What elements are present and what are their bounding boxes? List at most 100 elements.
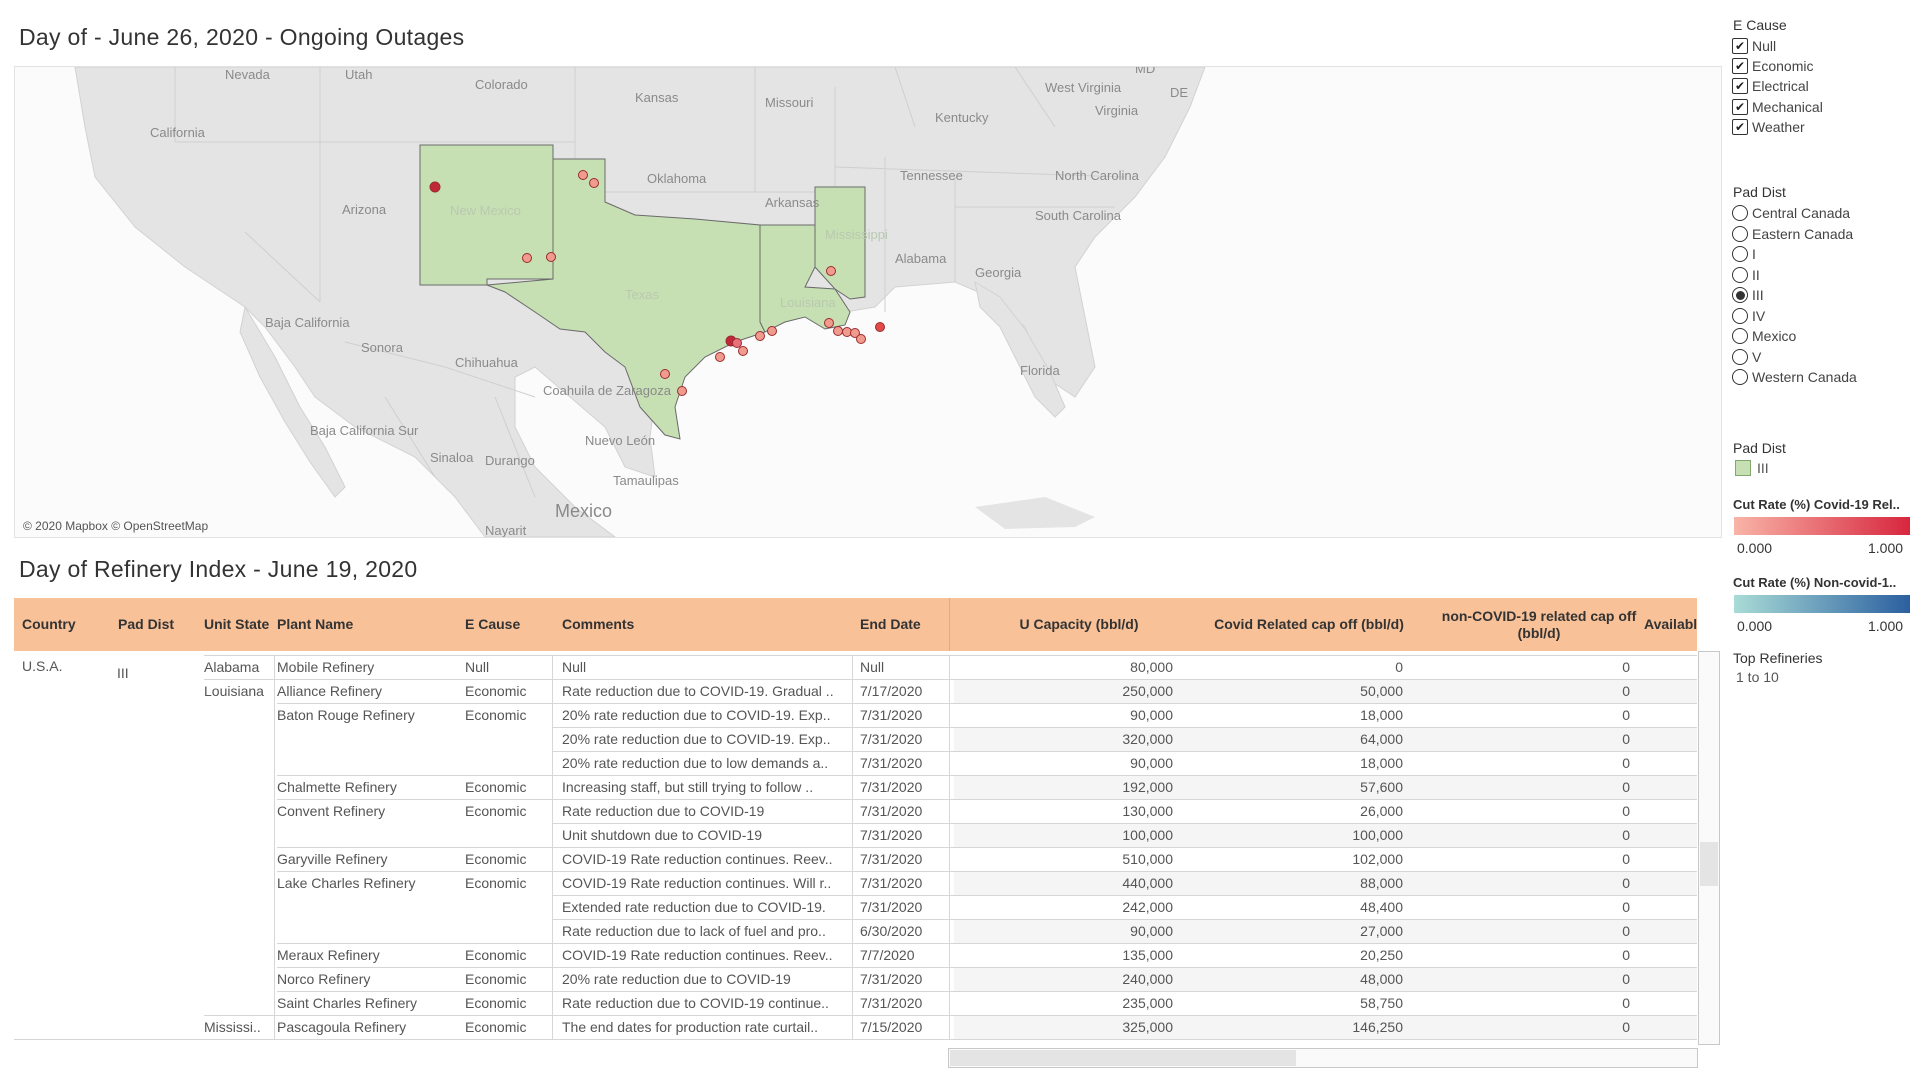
- pad-dist-option-i[interactable]: I: [1732, 245, 1756, 263]
- radio-icon[interactable]: [1732, 226, 1748, 242]
- option-label: Null: [1752, 38, 1777, 54]
- pad-dist-option-iv[interactable]: IV: [1732, 307, 1765, 325]
- vertical-scrollbar[interactable]: [1698, 651, 1720, 1045]
- cell-comments: COVID-19 Rate reduction continues. Reev.…: [562, 851, 833, 867]
- refinery-marker[interactable]: [546, 252, 556, 262]
- refinery-marker[interactable]: [522, 253, 532, 263]
- refinery-marker[interactable]: [589, 178, 599, 188]
- option-label: III: [1752, 287, 1764, 303]
- refinery-marker[interactable]: [856, 334, 866, 344]
- table-row[interactable]: Convent Refinery Economic Rate reduction d…: [14, 799, 1697, 823]
- col-header-covid-cap-off[interactable]: Covid Related cap off (bbl/d): [1214, 616, 1404, 632]
- refinery-marker[interactable]: [767, 326, 777, 336]
- scrollbar-thumb[interactable]: [950, 1050, 1296, 1066]
- table-row[interactable]: Lake Charles Refinery Economic COVID-19 Ra…: [14, 871, 1697, 895]
- radio-icon[interactable]: [1732, 349, 1748, 365]
- refinery-marker[interactable]: [677, 386, 687, 396]
- table-row[interactable]: Alabama Mobile Refinery Null Null Null 80,000…: [14, 655, 1697, 679]
- col-header-end-date[interactable]: End Date: [860, 616, 921, 632]
- cell-comments: Unit shutdown due to COVID-19: [562, 827, 762, 843]
- cuba: [975, 497, 1095, 529]
- cell-end-date: 7/31/2020: [860, 707, 923, 723]
- col-header-comments[interactable]: Comments: [562, 616, 635, 632]
- radio-icon[interactable]: [1732, 246, 1748, 262]
- radio-icon[interactable]: [1732, 308, 1748, 324]
- table-row[interactable]: Saint Charles Refinery Economic Rate reduc…: [14, 991, 1697, 1015]
- cell-u-capacity: 135,000: [1122, 947, 1173, 963]
- row-band: [954, 775, 1697, 799]
- refinery-marker[interactable]: [826, 266, 836, 276]
- refinery-marker[interactable]: [824, 318, 834, 328]
- top-refineries-value[interactable]: 1 to 10: [1736, 669, 1779, 685]
- checkbox-icon[interactable]: ✔: [1732, 78, 1748, 94]
- table-row[interactable]: 20% rate reduction due to COVID-19. Exp.…: [14, 727, 1697, 751]
- cell-u-capacity: 325,000: [1122, 1019, 1173, 1035]
- radio-icon[interactable]: [1732, 205, 1748, 221]
- refinery-marker[interactable]: [578, 170, 588, 180]
- map-label: Georgia: [975, 265, 1022, 280]
- map-title: Day of - June 26, 2020 - Ongoing Outages: [19, 24, 465, 50]
- table-row[interactable]: Meraux Refinery Economic COVID-19 Rate red…: [14, 943, 1697, 967]
- refinery-marker[interactable]: [715, 352, 725, 362]
- horizontal-scrollbar[interactable]: [948, 1048, 1698, 1068]
- col-header-unit-state[interactable]: Unit State: [204, 616, 270, 632]
- map-label: Arkansas: [765, 195, 820, 210]
- col-header-e-cause[interactable]: E Cause: [465, 616, 521, 632]
- refinery-marker[interactable]: [755, 331, 765, 341]
- cell-unit-state: [204, 847, 274, 871]
- refinery-marker[interactable]: [429, 181, 441, 193]
- refinery-marker[interactable]: [850, 328, 860, 338]
- pad-dist-option-western-canada[interactable]: Western Canada: [1732, 368, 1857, 386]
- mexico-borders: [344, 341, 536, 498]
- col-header-country[interactable]: Country: [22, 616, 76, 632]
- e-cause-option-weather[interactable]: ✔ Weather: [1732, 118, 1805, 136]
- table-row[interactable]: 20% rate reduction due to low demands a.…: [14, 751, 1697, 775]
- col-header-noncovid-cap-off[interactable]: non-COVID-19 related cap off (bbl/d): [1441, 607, 1637, 641]
- cell-u-capacity: 192,000: [1122, 779, 1173, 795]
- e-cause-option-null[interactable]: ✔ Null: [1732, 37, 1776, 55]
- radio-icon[interactable]: [1732, 287, 1748, 303]
- table-row[interactable]: Chalmette Refinery Economic Increasing sta…: [14, 775, 1697, 799]
- map-canvas[interactable]: Nevada Utah Colorado Kansas Missouri Wes…: [15, 67, 1721, 537]
- cell-noncovid-cap-off: 0: [1622, 995, 1630, 1011]
- pad-dist-option-mexico[interactable]: Mexico: [1732, 327, 1796, 345]
- pad-dist-option-ii[interactable]: II: [1732, 266, 1760, 284]
- table-row[interactable]: Rate reduction due to lack of fuel and p…: [14, 919, 1697, 943]
- option-label: Central Canada: [1752, 205, 1851, 221]
- checkbox-icon[interactable]: ✔: [1732, 119, 1748, 135]
- checkbox-icon[interactable]: ✔: [1732, 38, 1748, 54]
- pad-dist-option-central-canada[interactable]: Central Canada: [1732, 204, 1850, 222]
- radio-icon[interactable]: [1732, 267, 1748, 283]
- e-cause-option-mechanical[interactable]: ✔ Mechanical: [1732, 98, 1823, 116]
- table-row[interactable]: Mississi.. Pascagoula Refinery Economic The…: [14, 1015, 1697, 1039]
- outage-map[interactable]: Nevada Utah Colorado Kansas Missouri Wes…: [14, 66, 1722, 538]
- checkbox-icon[interactable]: ✔: [1732, 58, 1748, 74]
- refinery-marker[interactable]: [833, 326, 843, 336]
- table-row[interactable]: Extended rate reduction due to COVID-19.…: [14, 895, 1697, 919]
- pad-dist-option-iii[interactable]: III: [1732, 286, 1764, 304]
- cell-plant-name: Lake Charles Refinery: [277, 875, 416, 891]
- table-row[interactable]: Baton Rouge Refinery Economic 20% rate red…: [14, 703, 1697, 727]
- refinery-marker[interactable]: [732, 338, 742, 348]
- col-header-available[interactable]: Availabl: [1644, 616, 1697, 632]
- pad-dist-option-v[interactable]: V: [1732, 348, 1761, 366]
- table-row[interactable]: Unit shutdown due to COVID-19 7/31/2020 10…: [14, 823, 1697, 847]
- map-label: Oklahoma: [647, 171, 707, 186]
- checkbox-icon[interactable]: ✔: [1732, 99, 1748, 115]
- table-row[interactable]: Norco Refinery Economic 20% rate reduction…: [14, 967, 1697, 991]
- scrollbar-thumb[interactable]: [1700, 842, 1718, 886]
- col-header-u-capacity[interactable]: U Capacity (bbl/d): [1019, 616, 1139, 632]
- radio-icon[interactable]: [1732, 328, 1748, 344]
- pad-dist-option-eastern-canada[interactable]: Eastern Canada: [1732, 225, 1853, 243]
- radio-icon[interactable]: [1732, 369, 1748, 385]
- table-row[interactable]: Louisiana Alliance Refinery Economic Rate r…: [14, 679, 1697, 703]
- col-header-plant-name[interactable]: Plant Name: [277, 616, 354, 632]
- refinery-marker[interactable]: [738, 346, 748, 356]
- refinery-marker[interactable]: [660, 369, 670, 379]
- cell-u-capacity: 130,000: [1122, 803, 1173, 819]
- table-row[interactable]: Garyville Refinery Economic COVID-19 Rate …: [14, 847, 1697, 871]
- col-header-pad-dist[interactable]: Pad Dist: [118, 616, 175, 632]
- e-cause-option-economic[interactable]: ✔ Economic: [1732, 57, 1813, 75]
- refinery-marker[interactable]: [875, 322, 885, 332]
- e-cause-option-electrical[interactable]: ✔ Electrical: [1732, 77, 1809, 95]
